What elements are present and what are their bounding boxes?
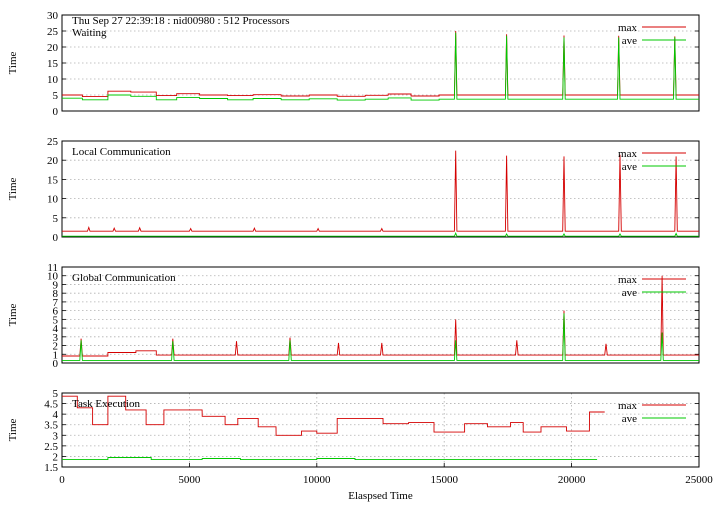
y-tick-label: 3 (53, 332, 59, 344)
y-tick-label: 0 (53, 232, 59, 244)
series-line-ave (62, 232, 699, 237)
series-line-max (62, 395, 605, 436)
y-tick-label: 10 (47, 74, 59, 86)
legend-label-ave: ave (622, 161, 637, 173)
y-tick-label: 5 (53, 314, 59, 326)
y-tick-label: 3.5 (44, 420, 58, 432)
x-axis-label: Elaspsed Time (348, 490, 413, 502)
header-timestamp: Thu Sep 27 22:39:18 : nid00980 : 512 Pro… (72, 15, 290, 27)
y-tick-label: 25 (47, 136, 59, 148)
panel-title: Global Communication (72, 272, 176, 284)
plot-frame (61, 140, 700, 238)
legend-label-ave: ave (622, 413, 637, 425)
x-tick-label: 0 (59, 474, 65, 486)
y-tick-label: 15 (47, 58, 59, 70)
y-tick-label: 5 (53, 90, 59, 102)
legend-label-max: max (618, 22, 637, 34)
x-tick-label: 25000 (685, 474, 713, 486)
legend-label-max: max (618, 274, 637, 286)
x-tick-label: 5000 (178, 474, 201, 486)
y-tick-label: 11 (47, 262, 58, 274)
y-tick-label: 1.5 (44, 462, 58, 474)
y-tick-label: 20 (47, 42, 59, 54)
x-tick-label: 20000 (558, 474, 586, 486)
series-line-max (62, 30, 699, 98)
plot-frame (61, 392, 700, 468)
panel-title: Task Execution (72, 398, 140, 410)
panel-4: 1.522.533.544.55 0 5000 10000 15000 20000 2500… (7, 388, 713, 502)
y-tick-label: 3 (53, 430, 59, 442)
y-tick-label: 20 (47, 155, 59, 167)
y-tick-label: 0 (53, 106, 59, 118)
y-axis-label: Time (7, 177, 19, 200)
y-axis-label: Time (7, 418, 19, 441)
y-tick-label: 2 (53, 341, 59, 353)
series-line-max (62, 150, 699, 232)
y-tick-label: 30 (47, 10, 59, 22)
legend-label-ave: ave (622, 35, 637, 47)
series-line-ave (62, 32, 699, 101)
series-line-max (62, 275, 699, 357)
y-tick-label: 4.5 (44, 399, 58, 411)
y-tick-label: 8 (53, 288, 59, 300)
legend-label-ave: ave (622, 287, 637, 299)
y-tick-label: 25 (47, 26, 59, 38)
legend-label-max: max (618, 400, 637, 412)
y-axis-label: Time (7, 303, 19, 326)
y-tick-label: 0 (53, 358, 59, 370)
y-tick-label: 9 (53, 279, 59, 291)
x-tick-label: 10000 (303, 474, 331, 486)
y-tick-label: 1 (53, 349, 59, 361)
plot-frame (61, 266, 700, 364)
y-tick-label: 4 (53, 323, 59, 335)
x-tick-label: 15000 (430, 474, 458, 486)
y-tick-label: 2.5 (44, 441, 58, 453)
y-tick-label: 10 (47, 271, 59, 283)
panel-title: Local Communication (72, 146, 171, 158)
series-line-ave (62, 457, 598, 461)
y-tick-label: 4 (53, 409, 59, 421)
y-axis-label: Time (7, 51, 19, 74)
y-tick-label: 10 (47, 194, 59, 206)
series-line-ave (62, 313, 699, 361)
legend-label-max: max (618, 148, 637, 160)
y-tick-label: 5 (53, 213, 59, 225)
plot-frame (61, 14, 700, 112)
panel-title: Waiting (72, 27, 107, 39)
y-tick-label: 15 (47, 174, 59, 186)
y-tick-label: 5 (53, 388, 59, 400)
y-tick-label: 7 (53, 297, 59, 309)
y-tick-label: 2 (53, 451, 59, 463)
y-tick-label: 6 (53, 306, 59, 318)
